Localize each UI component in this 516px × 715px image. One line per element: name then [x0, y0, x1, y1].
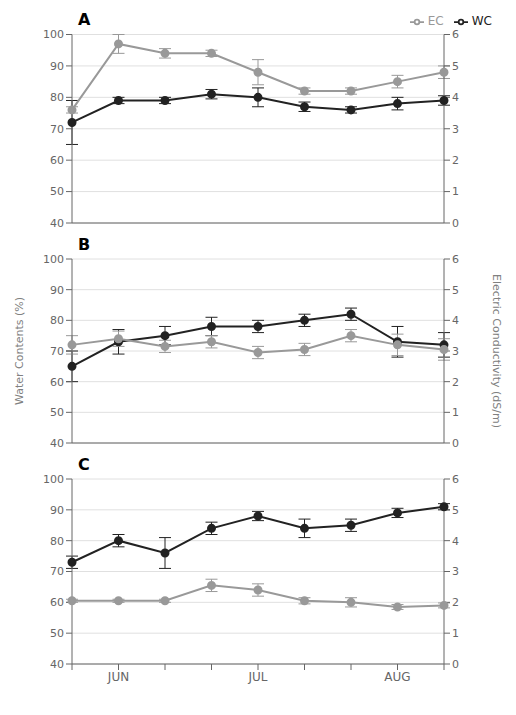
svg-text:4: 4 — [452, 535, 459, 548]
svg-text:90: 90 — [50, 284, 64, 297]
svg-text:70: 70 — [50, 345, 64, 358]
svg-text:0: 0 — [452, 437, 459, 450]
html-text:EC: EC — [427, 14, 444, 28]
svg-text:80: 80 — [50, 535, 64, 548]
svg-text:50: 50 — [50, 185, 64, 198]
html-text:C: C — [78, 455, 90, 474]
svg-text:3: 3 — [452, 565, 459, 578]
svg-text:Water Contents (%): Water Contents (%) — [13, 297, 26, 405]
svg-text:Electric Conductivity (dS/m): Electric Conductivity (dS/m) — [490, 274, 503, 428]
svg-text:3: 3 — [452, 123, 459, 136]
svg-text:100: 100 — [43, 28, 64, 41]
svg-text:40: 40 — [50, 217, 64, 230]
svg-text:50: 50 — [50, 627, 64, 640]
svg-text:1: 1 — [452, 185, 459, 198]
svg-text:AUG: AUG — [384, 670, 410, 684]
svg-text:3: 3 — [452, 345, 459, 358]
svg-text:4: 4 — [452, 314, 459, 327]
svg-text:1: 1 — [452, 406, 459, 419]
svg-text:80: 80 — [50, 314, 64, 327]
svg-text:100: 100 — [43, 253, 64, 266]
svg-text:60: 60 — [50, 596, 64, 609]
svg-text:70: 70 — [50, 565, 64, 578]
svg-text:60: 60 — [50, 376, 64, 389]
svg-text:5: 5 — [452, 504, 459, 517]
svg-text:50: 50 — [50, 406, 64, 419]
html-text:A: A — [78, 10, 91, 29]
svg-text:JUL: JUL — [247, 670, 267, 684]
svg-text:5: 5 — [452, 60, 459, 73]
svg-text:80: 80 — [50, 91, 64, 104]
svg-text:6: 6 — [452, 253, 459, 266]
svg-text:2: 2 — [452, 376, 459, 389]
svg-text:60: 60 — [50, 154, 64, 167]
svg-text:6: 6 — [452, 473, 459, 486]
html-text:WC: WC — [471, 14, 492, 28]
svg-text:40: 40 — [50, 437, 64, 450]
svg-text:1: 1 — [452, 627, 459, 640]
svg-text:6: 6 — [452, 28, 459, 41]
svg-text:JUN: JUN — [107, 670, 129, 684]
svg-text:2: 2 — [452, 154, 459, 167]
svg-text:0: 0 — [452, 658, 459, 671]
svg-text:90: 90 — [50, 60, 64, 73]
html-text:B: B — [78, 235, 91, 254]
svg-text:4: 4 — [452, 91, 459, 104]
svg-text:0: 0 — [452, 217, 459, 230]
svg-text:2: 2 — [452, 596, 459, 609]
svg-text:40: 40 — [50, 658, 64, 671]
svg-text:100: 100 — [43, 473, 64, 486]
svg-text:5: 5 — [452, 284, 459, 297]
svg-text:70: 70 — [50, 123, 64, 136]
svg-text:90: 90 — [50, 504, 64, 517]
